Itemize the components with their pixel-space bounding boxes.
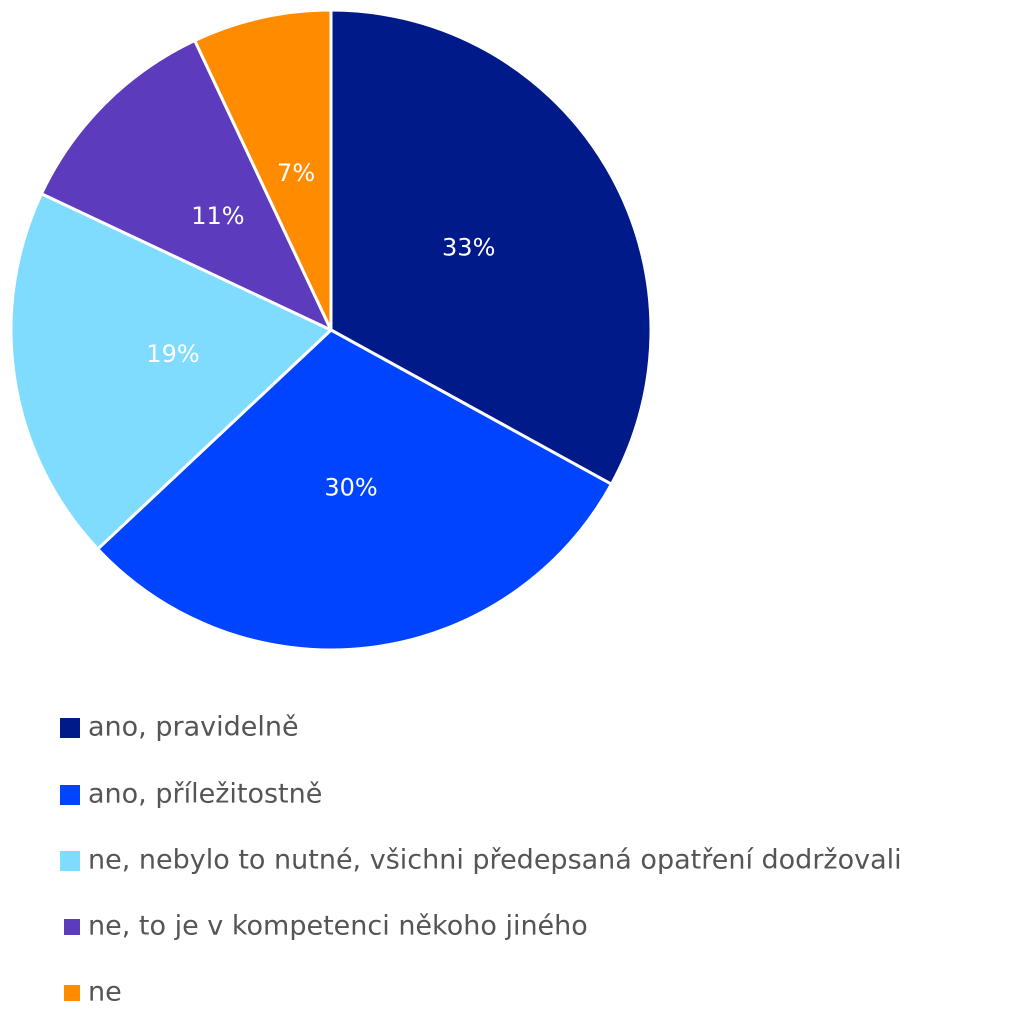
legend-swatch	[60, 718, 80, 738]
data-label: 30%	[324, 474, 377, 502]
pie-slice	[329, 8, 653, 487]
pie-slice	[95, 328, 614, 652]
legend-label: ano, pravidelně	[88, 712, 299, 743]
data-label: 19%	[146, 340, 199, 368]
pie-slice	[192, 8, 333, 331]
legend-swatch	[64, 985, 80, 1001]
pie-slice	[9, 191, 334, 552]
legend-label: ne, nebylo to nutné, všichni předepsaná …	[88, 845, 902, 876]
legend-label: ne, to je v kompetenci někoho jiného	[88, 911, 588, 942]
legend-swatch	[60, 785, 80, 805]
data-label: 7%	[277, 159, 315, 187]
legend-swatch	[64, 919, 80, 935]
data-label: 33%	[442, 234, 495, 262]
pie-slice	[39, 38, 335, 334]
data-label: 11%	[191, 202, 244, 230]
legend-label: ne	[88, 977, 122, 1008]
legend-swatch	[60, 851, 80, 871]
legend-label: ano, příležitostně	[88, 779, 322, 810]
